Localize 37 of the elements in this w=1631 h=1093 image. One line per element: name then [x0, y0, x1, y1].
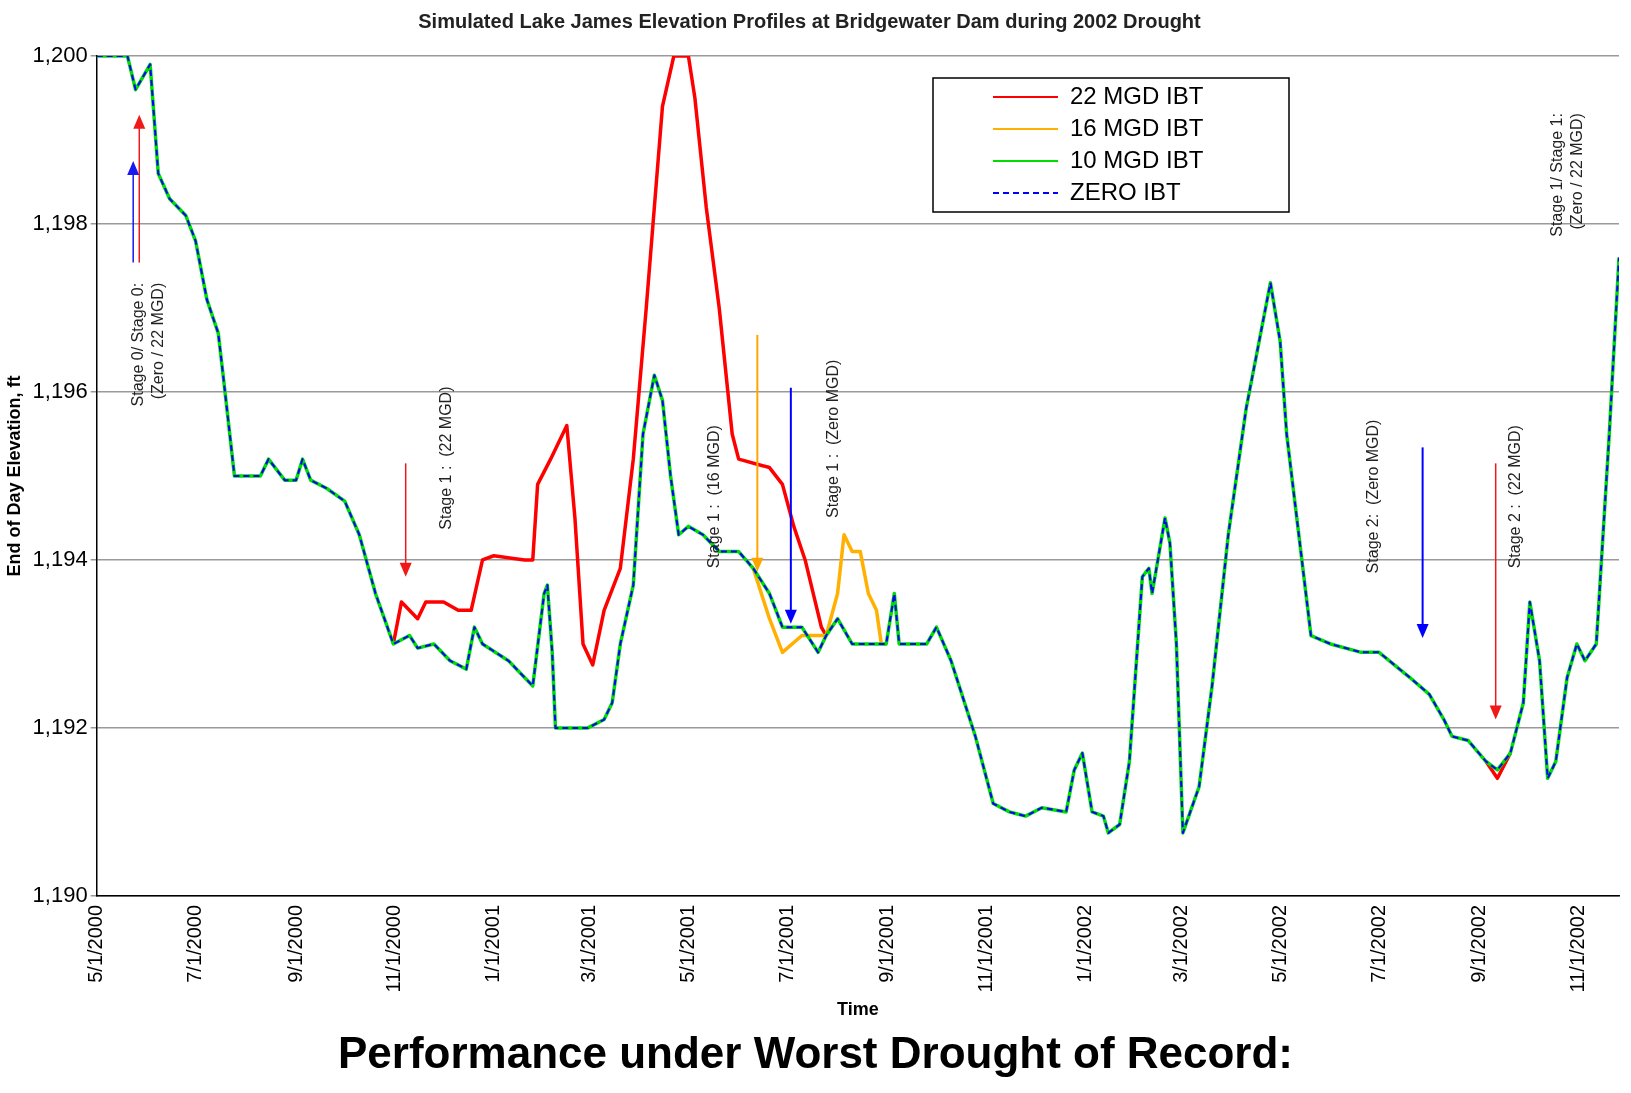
x-tick-label: 11/1/2001	[974, 904, 997, 993]
annotation: Stage 2 : (22 MGD)	[1505, 425, 1523, 569]
y-tick-label: 1,198	[32, 210, 88, 236]
y-tick-label: 1,200	[32, 42, 88, 68]
x-axis-title: Time	[836, 999, 879, 1020]
x-tick-label: 5/1/2001	[675, 904, 698, 983]
y-tick-label: 1,190	[32, 881, 88, 907]
legend-label: ZERO IBT	[1070, 177, 1182, 205]
legend-label: 16 MGD IBT	[1070, 113, 1204, 141]
y-axis-title: End of Day Elevation, ft	[3, 375, 24, 577]
x-tick-label: 5/1/2000	[84, 904, 107, 983]
x-tick-label: 5/1/2002	[1267, 904, 1290, 983]
x-tick-label: 1/1/2002	[1073, 904, 1096, 983]
x-tick-label: 11/1/2000	[382, 904, 405, 993]
chart-title: Simulated Lake James Elevation Profiles at Bridgewater Dam during 2002 Drought	[418, 9, 1202, 32]
annotation: Stage 1 : (Zero MGD)	[823, 359, 841, 518]
legend-label: 22 MGD IBT	[1070, 81, 1204, 109]
x-tick-label: 1/1/2001	[481, 904, 504, 983]
text: Performance under Worst Drought of Record:	[336, 1028, 1294, 1078]
x-tick-label: 9/1/2002	[1467, 904, 1490, 983]
y-tick-label: 1,192	[32, 713, 88, 739]
x-tick-label: 3/1/2002	[1168, 904, 1191, 983]
y-tick-label: 1,194	[32, 546, 88, 572]
x-tick-label: 7/1/2001	[774, 904, 797, 983]
x-tick-label: 7/1/2000	[183, 904, 206, 983]
annotation: Stage 2: (Zero MGD)	[1364, 419, 1382, 574]
x-tick-label: 9/1/2001	[875, 904, 898, 983]
x-tick-label: 3/1/2001	[577, 904, 600, 983]
x-tick-label: 11/1/2002	[1565, 904, 1588, 993]
annotation: Stage 1 : (16 MGD)	[705, 425, 723, 569]
y-tick-label: 1,196	[32, 378, 88, 404]
annotation: Stage 1 : (22 MGD)	[437, 386, 455, 530]
annotation: Stage 1/ Stage 1: (Zero / 22 MGD)	[1547, 113, 1585, 237]
x-tick-label: 9/1/2000	[283, 904, 306, 983]
legend-label: 10 MGD IBT	[1070, 145, 1204, 173]
annotation: Stage 0/ Stage 0: (Zero / 22 MGD)	[128, 282, 166, 407]
x-tick-label: 7/1/2002	[1366, 904, 1389, 983]
